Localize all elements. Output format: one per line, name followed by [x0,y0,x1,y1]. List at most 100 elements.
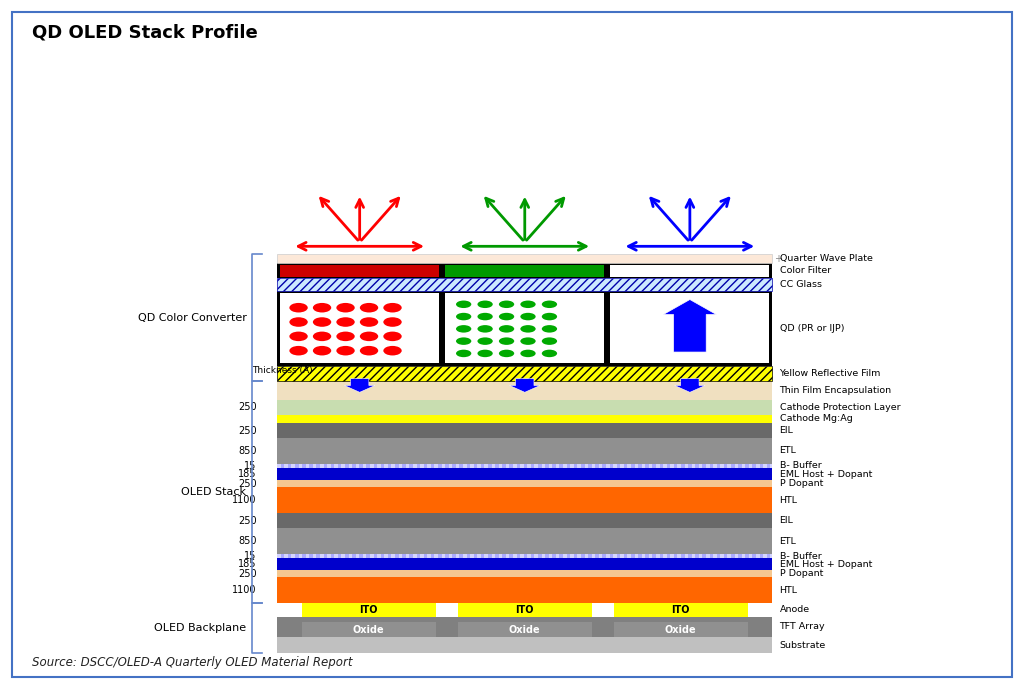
FancyArrow shape [344,379,375,393]
Bar [585,464,588,468]
Bar [556,554,559,558]
Bar [556,464,559,468]
Text: EIL: EIL [779,426,794,435]
Text: 850: 850 [239,446,257,456]
Bar [642,554,645,558]
Bar [713,464,717,468]
Text: 15: 15 [245,461,257,471]
Bar [656,464,659,468]
Ellipse shape [456,313,471,321]
Ellipse shape [313,317,331,327]
FancyArrow shape [664,299,717,352]
Bar [477,464,481,468]
Text: ETL: ETL [779,447,797,456]
Bar [334,554,338,558]
Bar [449,464,453,468]
Bar [706,464,710,468]
Bar [542,554,545,558]
Bar [563,554,566,558]
Bar [341,554,345,558]
Text: 185: 185 [239,469,257,479]
Bar [734,464,738,468]
Bar [377,554,381,558]
Text: OLED Stack: OLED Stack [181,487,247,497]
Bar [355,464,359,468]
Bar [610,293,769,363]
Text: EML Host + Dopant: EML Host + Dopant [779,470,871,479]
Bar [384,464,388,468]
Bar [749,464,753,468]
Ellipse shape [290,332,308,341]
Bar [278,290,772,366]
Text: 250: 250 [238,516,257,525]
Bar [299,464,302,468]
Bar [610,264,769,277]
Bar [321,554,324,558]
Text: 1100: 1100 [232,585,257,595]
Ellipse shape [359,346,378,356]
Bar [355,554,359,558]
Bar [413,554,417,558]
Bar [770,554,774,558]
Text: EIL: EIL [779,516,794,525]
Ellipse shape [290,303,308,312]
Bar [370,464,374,468]
Bar [302,622,435,637]
Ellipse shape [520,325,536,333]
Bar [441,554,445,558]
Bar [278,571,772,577]
Bar [377,464,381,468]
Bar [592,464,595,468]
Bar [492,464,496,468]
Ellipse shape [336,332,354,341]
Text: P Dopant: P Dopant [779,569,823,578]
Bar [306,464,309,468]
Bar [635,554,638,558]
Bar [278,366,772,381]
Bar [549,464,552,468]
Bar [441,464,445,468]
Text: Cathode Mg:Ag: Cathode Mg:Ag [779,414,852,423]
Bar [278,415,772,423]
Bar [692,554,695,558]
Bar [278,381,772,400]
Bar [278,603,772,616]
Bar [449,554,453,558]
Ellipse shape [542,301,557,308]
Bar [535,464,538,468]
Ellipse shape [477,313,493,321]
Text: Thin Film Encapsulation: Thin Film Encapsulation [779,386,892,395]
Bar [278,468,772,480]
Bar [445,293,604,363]
Bar [278,513,772,528]
Bar [734,554,738,558]
Bar [664,464,667,468]
Bar [470,554,474,558]
Bar [763,464,767,468]
Text: P Dopant: P Dopant [779,479,823,488]
Bar [281,264,439,277]
Bar [678,464,681,468]
Ellipse shape [383,303,401,312]
Ellipse shape [520,338,536,345]
Bar [391,554,395,558]
Bar [484,554,488,558]
Bar [592,554,595,558]
Ellipse shape [456,349,471,357]
Bar [281,293,439,363]
Bar [285,554,288,558]
Bar [671,554,674,558]
Bar [527,464,530,468]
Bar [499,464,503,468]
Bar [278,263,772,278]
Bar [614,622,748,637]
Bar [621,554,624,558]
Bar [727,554,731,558]
Bar [513,554,516,558]
Ellipse shape [359,303,378,312]
Text: EML Host + Dopant: EML Host + Dopant [779,560,871,569]
Text: CC Glass: CC Glass [779,280,821,289]
Bar [278,400,772,415]
Bar [278,464,281,468]
Ellipse shape [336,303,354,312]
